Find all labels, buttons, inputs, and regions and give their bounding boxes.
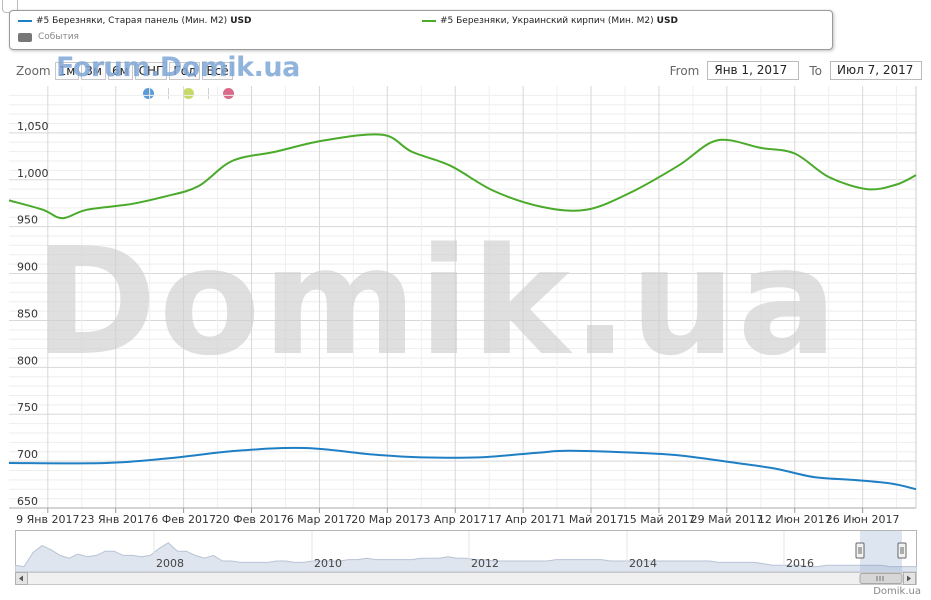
navigator-selection[interactable]	[860, 531, 902, 571]
credits-link[interactable]: Domik.ua	[873, 586, 921, 597]
chart-lines	[8, 133, 917, 491]
x-tick-label: 9 Янв 2017	[16, 513, 79, 526]
series2-swatch-icon	[422, 20, 436, 22]
x-tick-label: 26 Июн 2017	[826, 513, 900, 526]
scrollbar-thumb[interactable]	[859, 573, 903, 584]
to-date-input[interactable]: Июл 7, 2017	[830, 61, 922, 80]
x-tick-label: 3 Апр 2017	[423, 513, 487, 526]
legend-events-label: События	[38, 32, 79, 42]
x-axis-ticks: 9 Янв 2017 23 Янв 2017 6 Фев 2017 20 Фев 20…	[16, 508, 899, 526]
y-tick-label: 800	[17, 354, 38, 367]
legend-series1-unit: USD	[230, 16, 252, 26]
zoom-ytd-button[interactable]: СНГ	[134, 62, 168, 80]
navigator-year-label: 2016	[786, 557, 814, 570]
zoom-bar: Zoom 1м 3м 6м СНГ Год Всё	[16, 62, 235, 80]
dot-separator	[168, 88, 169, 99]
scroll-right-icon	[907, 575, 911, 582]
navigator-content: 2008 2010 2012 2014 2016	[15, 530, 917, 585]
navigator-series-area	[15, 542, 917, 573]
legend-item-series1[interactable]: #5 Березняки, Старая панель (Мин. М2) US…	[18, 16, 251, 26]
legend-series2-unit: USD	[656, 16, 678, 26]
zoom-1m-button[interactable]: 1м	[54, 62, 80, 80]
navigator[interactable]: 2008 2010 2012 2014 2016	[15, 530, 917, 586]
y-tick-label: 1,000	[17, 167, 49, 180]
scroll-left-icon	[19, 575, 23, 582]
legend-item-series2[interactable]: #5 Березняки, Украинский кирпич (Мин. М2…	[422, 16, 678, 26]
x-tick-label: 15 Май 2017	[623, 513, 695, 526]
y-tick-label: 750	[17, 401, 38, 414]
navigator-year-label: 2014	[629, 557, 657, 570]
y-tick-label: 950	[17, 214, 38, 227]
events-box-icon	[18, 32, 32, 42]
chart-grid	[9, 86, 917, 509]
x-tick-label: 1 Май 2017	[558, 513, 623, 526]
dot-separator	[208, 88, 209, 99]
x-tick-label: 20 Фев 2017	[216, 513, 288, 526]
from-date-input[interactable]: Янв 1, 2017	[707, 61, 800, 80]
date-range: From Янв 1, 2017 To Июл 7, 2017	[670, 61, 922, 80]
indicator-dot-pink[interactable]	[223, 88, 234, 99]
legend-series1-label: #5 Березняки, Старая панель (Мин. М2)	[36, 16, 228, 26]
y-tick-label: 900	[17, 261, 38, 274]
to-label: To	[809, 63, 822, 78]
series1-swatch-icon	[18, 20, 32, 22]
scrollbar-track[interactable]	[15, 572, 917, 585]
legend: #5 Березняки, Старая панель (Мин. М2) US…	[9, 10, 833, 50]
x-tick-label: 6 Фев 2017	[151, 513, 216, 526]
legend-series2-label: #5 Березняки, Украинский кирпич (Мин. М2…	[440, 16, 654, 26]
zoom-all-button[interactable]: Всё	[202, 62, 233, 80]
from-label: From	[669, 63, 700, 78]
navigator-right-handle[interactable]	[897, 542, 907, 559]
indicator-dots	[143, 88, 234, 99]
zoom-3m-button[interactable]: 3м	[81, 62, 106, 80]
x-tick-label: 29 Май 2017	[691, 513, 763, 526]
indicator-dot-yellow[interactable]	[183, 88, 194, 99]
x-tick-label: 6 Мар 2017	[287, 513, 352, 526]
y-tick-label: 850	[17, 307, 38, 320]
navigator-year-label: 2008	[156, 557, 184, 570]
y-tick-label: 700	[17, 448, 38, 461]
x-tick-label: 20 Мар 2017	[351, 513, 423, 526]
navigator-left-handle[interactable]	[855, 542, 865, 559]
y-axis-ticks: 650 700 750 800 850 900 950 1,000 1,050	[17, 120, 49, 508]
series-line-1[interactable]	[8, 446, 917, 491]
navigator-year-label: 2012	[471, 557, 499, 570]
x-tick-label: 23 Янв 2017	[81, 513, 151, 526]
zoom-1y-button[interactable]: Год	[169, 62, 201, 80]
x-tick-label: 17 Апр 2017	[488, 513, 559, 526]
legend-item-events[interactable]: События	[18, 32, 79, 42]
series-line-2[interactable]	[8, 133, 917, 220]
y-tick-label: 1,050	[17, 120, 49, 133]
indicator-dot-blue[interactable]	[143, 88, 154, 99]
navigator-year-label: 2010	[314, 557, 342, 570]
y-tick-label: 650	[17, 495, 38, 508]
zoom-6m-button[interactable]: 6м	[107, 62, 133, 80]
x-tick-label: 12 Июн 2017	[758, 513, 832, 526]
zoom-label: Zoom	[16, 64, 51, 78]
